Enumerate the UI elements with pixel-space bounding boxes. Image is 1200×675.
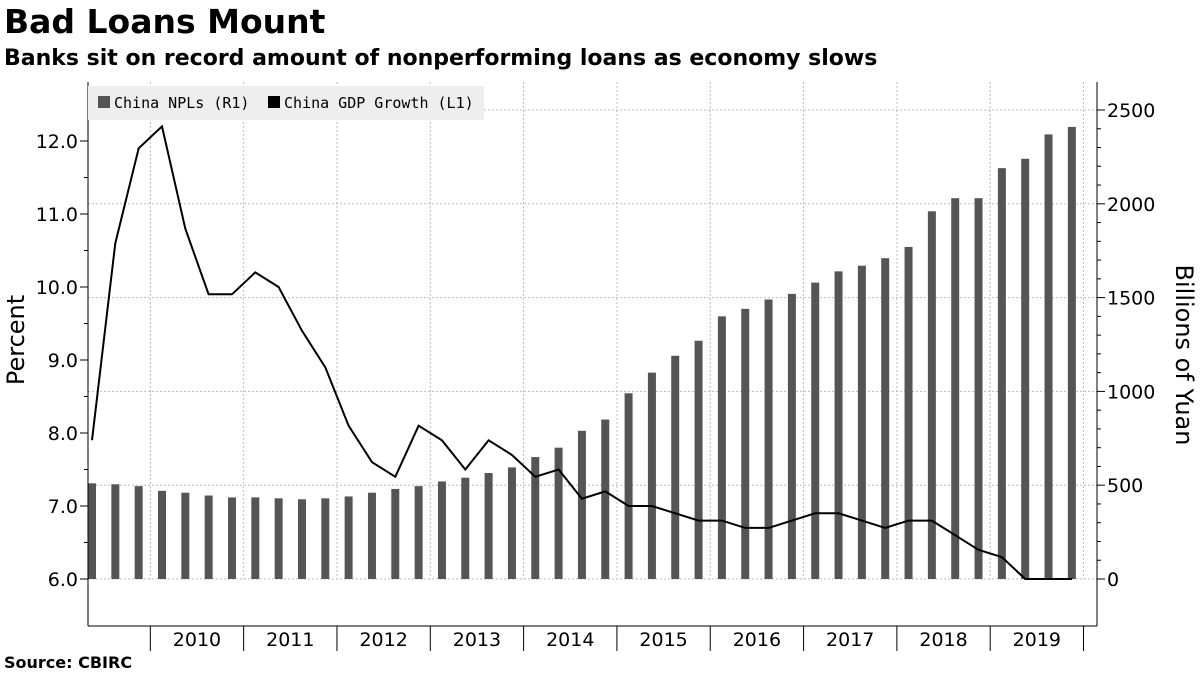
legend: China NPLs (R1) China GDP Growth (L1) — [88, 86, 484, 120]
npl-bar — [624, 393, 633, 579]
npl-bar — [997, 168, 1006, 579]
x-tick-label: 2010 — [173, 629, 221, 651]
x-tick-label: 2019 — [1013, 629, 1061, 651]
npl-bar — [764, 299, 773, 579]
npl-bar — [881, 258, 890, 579]
npl-bar — [344, 496, 353, 579]
x-tick-label: 2014 — [546, 629, 594, 651]
npl-bar — [437, 481, 446, 579]
npl-bars — [88, 126, 1076, 579]
npl-bar — [274, 498, 283, 579]
legend-swatch-npl — [98, 96, 110, 108]
npl-bar — [857, 265, 866, 579]
npl-bar — [367, 492, 376, 579]
x-tick-label: 2017 — [826, 629, 874, 651]
npl-bar — [181, 492, 190, 579]
chart-title: Bad Loans Mount — [4, 2, 326, 41]
npl-bar — [554, 447, 563, 579]
npl-bar — [927, 211, 936, 579]
source-note: Source: CBIRC — [4, 653, 133, 672]
right-tick-label: 2000 — [1107, 194, 1155, 216]
npl-bar — [974, 198, 983, 579]
npl-bar — [647, 372, 656, 579]
right-tick-label: 2500 — [1107, 100, 1155, 122]
right-tick-label: 1000 — [1107, 381, 1155, 403]
legend-background — [88, 86, 484, 120]
left-tick-label: 12.0 — [36, 131, 78, 153]
npl-bar — [787, 293, 796, 579]
npl-bar — [297, 499, 306, 579]
npl-bar — [811, 282, 820, 579]
npl-bar — [531, 457, 540, 579]
npl-bar — [391, 488, 400, 579]
npl-bar — [204, 495, 213, 579]
npl-bar — [251, 497, 260, 579]
npl-bar — [577, 430, 586, 579]
npl-bar — [134, 486, 143, 579]
npl-bar — [484, 473, 493, 579]
gdp-line-layer — [91, 124, 1072, 580]
npl-bar — [507, 467, 516, 579]
npl-bar — [414, 486, 423, 579]
legend-label-npl: China NPLs (R1) — [114, 94, 249, 112]
npl-bar — [461, 477, 470, 579]
left-tick-label: 9.0 — [48, 350, 78, 372]
legend-swatch-gdp — [268, 96, 280, 108]
npl-bar — [951, 198, 960, 579]
npl-bar — [694, 340, 703, 579]
x-tick-label: 2016 — [733, 629, 781, 651]
right-tick-label: 0 — [1107, 569, 1119, 591]
left-tick-label: 6.0 — [48, 569, 78, 591]
legend-label-gdp: China GDP Growth (L1) — [284, 94, 474, 112]
gdp-growth-line — [91, 124, 1072, 580]
left-tick-label: 7.0 — [48, 496, 78, 518]
right-axis-label: Billions of Yuan — [1170, 265, 1198, 446]
x-tick-label: 2011 — [266, 629, 314, 651]
left-tick-label: 8.0 — [48, 423, 78, 445]
npl-bar — [717, 316, 726, 579]
npl-bar — [1067, 126, 1076, 579]
npl-bar — [1021, 158, 1030, 579]
axes: 6.0 7.0 8.0 9.0 10.0 11.0 12.0 0 500 1000 1500 2000… — [36, 82, 1155, 651]
left-axis-label: Percent — [2, 295, 30, 385]
npl-bar — [88, 483, 96, 579]
x-tick-label: 2012 — [359, 629, 407, 651]
npl-bar — [671, 355, 680, 579]
npl-bar — [1044, 134, 1053, 579]
npl-bar — [904, 246, 913, 579]
npl-bar — [834, 271, 843, 579]
left-tick-label: 10.0 — [36, 277, 78, 299]
right-tick-label: 1500 — [1107, 288, 1155, 310]
x-tick-label: 2015 — [639, 629, 687, 651]
chart-subtitle: Banks sit on record amount of nonperform… — [4, 46, 878, 71]
x-tick-label: 2013 — [453, 629, 501, 651]
npl-bar — [601, 419, 610, 579]
grid — [88, 82, 1097, 580]
npl-bar — [227, 497, 236, 579]
x-tick-label: 2018 — [919, 629, 967, 651]
npl-bar — [157, 490, 166, 579]
right-tick-label: 500 — [1107, 475, 1143, 497]
npl-bar — [741, 308, 750, 579]
npl-bar — [321, 498, 330, 579]
npl-bar — [111, 484, 120, 579]
left-tick-label: 11.0 — [36, 204, 78, 226]
